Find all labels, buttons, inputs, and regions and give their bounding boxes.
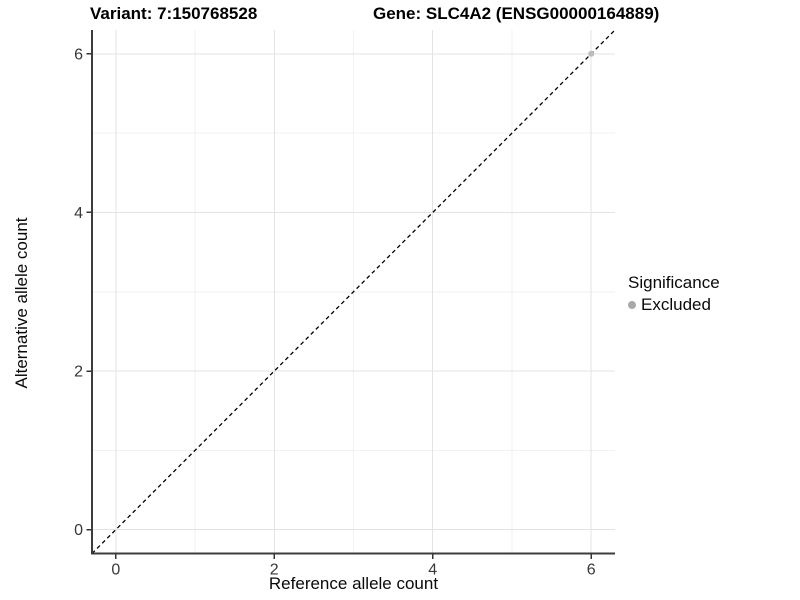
excluded-point-icon [628,301,636,309]
x-tick-label: 0 [111,562,120,579]
y-axis-title: Alternative allele count [12,217,31,389]
y-tick-label: 6 [74,46,83,63]
x-tick-label: 2 [270,562,279,579]
legend-item-excluded: Excluded [628,295,720,315]
y-tick-label: 2 [74,364,83,381]
x-tick-label: 4 [428,562,437,579]
y-tick-label: 0 [74,522,83,539]
x-axis-title: Reference allele count [268,574,439,593]
data-point [588,50,595,57]
gene-title: Gene: SLC4A2 (ENSG00000164889) [373,4,660,23]
y-tick-label: 4 [74,205,83,222]
x-tick-label: 6 [587,562,596,579]
legend-item-label: Excluded [641,295,711,314]
variant-title: Variant: 7:150768528 [90,4,258,23]
legend: Significance Excluded [628,273,720,315]
legend-title: Significance [628,273,720,292]
identity-dashed-line [91,29,616,554]
